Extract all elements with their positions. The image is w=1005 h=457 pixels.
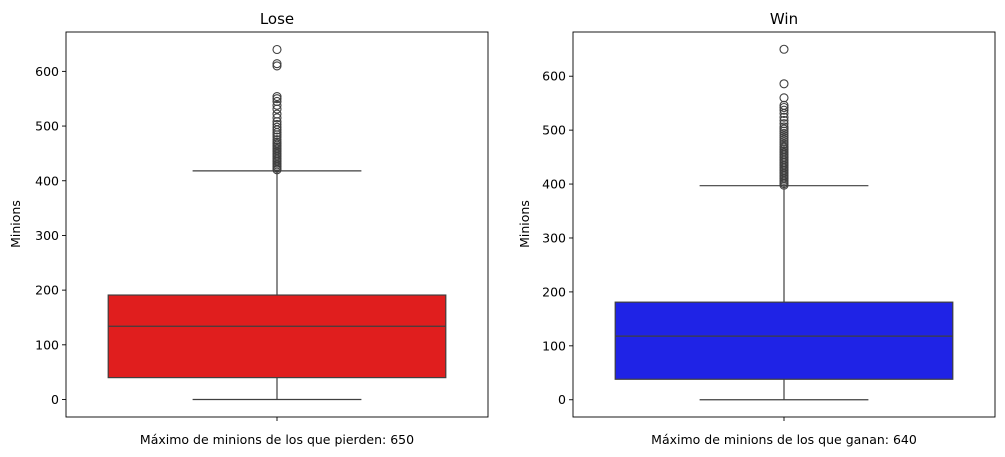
outlier-point-lose (272, 44, 282, 55)
outlier-point-lose (272, 59, 282, 69)
panel-win: Win Minions Máximo de minions de los que… (517, 10, 996, 447)
outlier-point-lose (272, 119, 282, 129)
chart-title-lose: Lose (260, 10, 294, 28)
outlier-point-lose (272, 135, 282, 145)
outlier-point-lose (272, 113, 282, 123)
axes-frame-win (572, 31, 996, 418)
y-tick-label-lose: 100 (35, 337, 59, 352)
axes-frame-lose (65, 31, 489, 418)
panel-lose: Lose Minions Máximo de minions de los qu… (8, 10, 489, 447)
outlier-point-win (779, 105, 789, 115)
outlier-point-win (779, 93, 789, 103)
outlier-point-lose (272, 100, 282, 110)
outlier-point-lose (272, 61, 282, 71)
y-tick-label-win: 400 (542, 177, 566, 192)
y-tick-label-lose: 400 (35, 173, 59, 188)
y-axis-label-lose: Minions (8, 200, 23, 248)
plot-area-win: 0 100 200 300 400 500 600 (542, 44, 954, 421)
x-axis-label-win: Máximo de minions de los que ganan: 640 (651, 432, 917, 447)
y-tick-label-lose: 200 (35, 283, 59, 298)
iqr-box-win (614, 301, 954, 380)
y-tick-label-lose: 0 (51, 392, 59, 407)
y-tick-label-win: 600 (542, 69, 566, 84)
y-tick-label-lose: 500 (35, 119, 59, 134)
outlier-point-lose (272, 96, 282, 107)
x-axis-label-lose: Máximo de minions de los que pierden: 65… (140, 432, 414, 447)
outlier-point-win (779, 112, 789, 122)
outlier-point-lose (272, 91, 282, 102)
y-tick-label-win: 500 (542, 123, 566, 138)
outlier-point-win (779, 44, 789, 54)
outlier-point-win (779, 79, 789, 89)
y-tick-label-win: 300 (542, 230, 566, 245)
y-tick-label-win: 0 (558, 392, 566, 407)
outlier-point-win (779, 115, 789, 125)
chart-title-win: Win (770, 10, 798, 28)
outlier-point-win (779, 122, 789, 132)
y-tick-label-lose: 300 (35, 228, 59, 243)
outlier-point-lose (272, 109, 282, 119)
iqr-box-lose (107, 294, 447, 379)
outlier-point-lose (272, 132, 282, 142)
y-axis-label-win: Minions (517, 200, 532, 248)
y-tick-label-win: 200 (542, 284, 566, 299)
outlier-point-win (779, 119, 789, 129)
y-tick-label-win: 100 (542, 338, 566, 353)
outlier-point-lose (272, 94, 282, 104)
outlier-point-lose (272, 137, 282, 147)
outlier-point-lose (272, 122, 282, 132)
y-tick-label-lose: 600 (35, 64, 59, 79)
plot-area-lose: 0 100 200 300 400 500 600 (35, 44, 447, 421)
